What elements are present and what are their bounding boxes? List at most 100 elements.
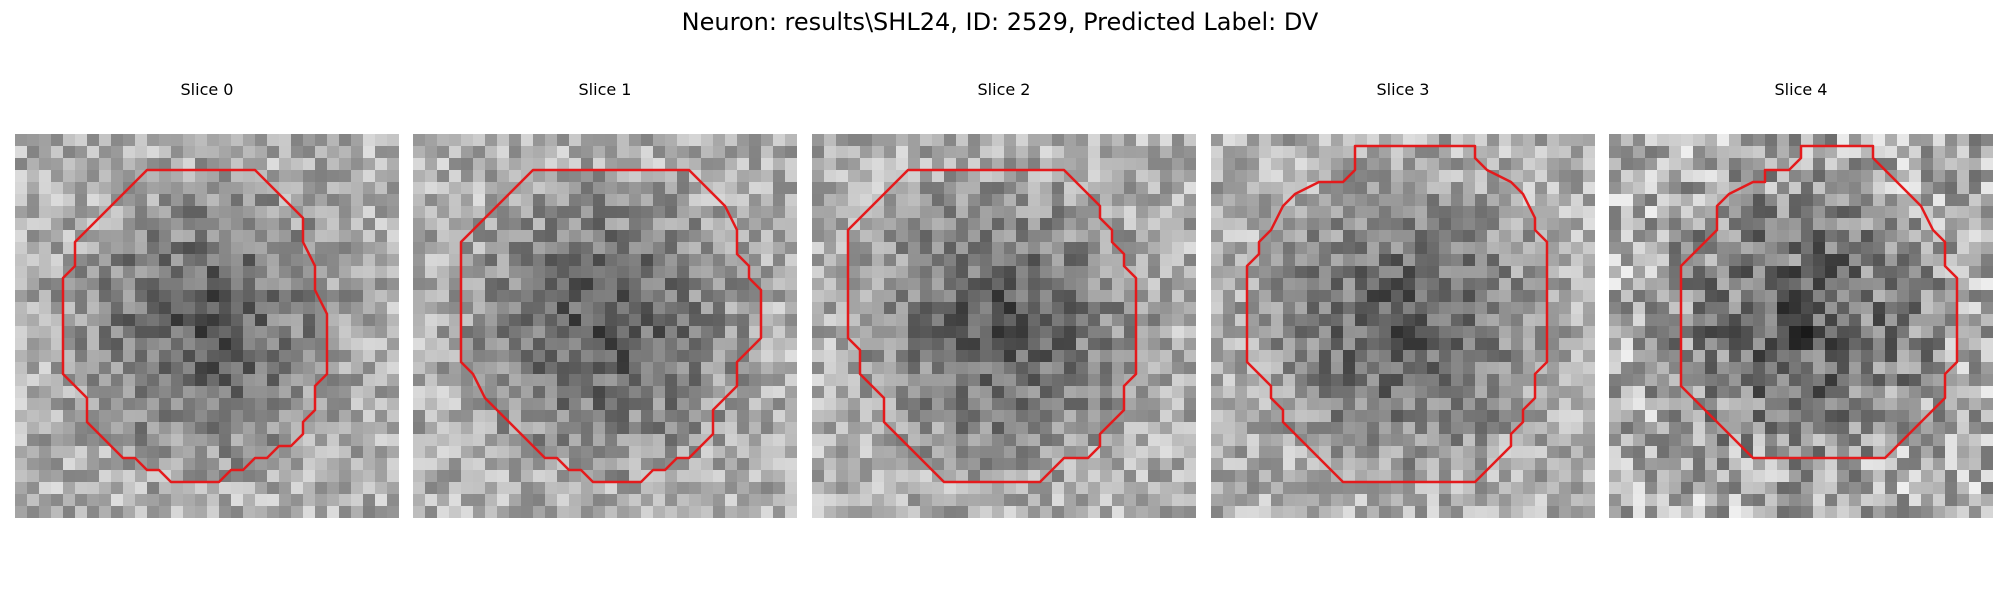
pixel xyxy=(255,266,267,278)
pixel xyxy=(1136,278,1148,290)
pixel xyxy=(159,182,171,194)
pixel xyxy=(1933,182,1945,194)
pixel xyxy=(1028,374,1040,386)
pixel xyxy=(1052,326,1064,338)
pixel xyxy=(1681,398,1693,410)
pixel xyxy=(968,494,980,506)
pixel xyxy=(1657,458,1669,470)
pixel xyxy=(1885,278,1897,290)
pixel xyxy=(932,422,944,434)
pixel xyxy=(773,422,785,434)
pixel xyxy=(437,494,449,506)
pixel xyxy=(677,182,689,194)
pixel xyxy=(231,494,243,506)
pixel xyxy=(1801,182,1813,194)
pixel xyxy=(509,254,521,266)
pixel xyxy=(1319,206,1331,218)
pixel xyxy=(1933,446,1945,458)
pixel xyxy=(1379,434,1391,446)
pixel xyxy=(1559,482,1571,494)
pixel xyxy=(785,158,797,170)
pixel xyxy=(737,182,749,194)
pixel xyxy=(1535,278,1547,290)
pixel xyxy=(27,254,39,266)
pixel xyxy=(135,446,147,458)
pixel xyxy=(1391,206,1403,218)
pixel xyxy=(279,470,291,482)
pixel xyxy=(339,458,351,470)
pixel xyxy=(1945,230,1957,242)
pixel xyxy=(1379,410,1391,422)
pixel xyxy=(653,242,665,254)
pixel xyxy=(1825,410,1837,422)
pixel xyxy=(87,158,99,170)
pixel xyxy=(677,170,689,182)
pixel xyxy=(171,194,183,206)
pixel xyxy=(159,314,171,326)
pixel xyxy=(51,194,63,206)
pixel xyxy=(713,158,725,170)
pixel xyxy=(1981,218,1993,230)
pixel xyxy=(860,470,872,482)
pixel xyxy=(545,422,557,434)
pixel xyxy=(183,422,195,434)
pixel xyxy=(1004,410,1016,422)
pixel xyxy=(521,362,533,374)
pixel xyxy=(279,338,291,350)
pixel xyxy=(485,194,497,206)
pixel xyxy=(677,362,689,374)
pixel xyxy=(27,206,39,218)
pixel xyxy=(1681,458,1693,470)
pixel xyxy=(1028,410,1040,422)
pixel xyxy=(836,290,848,302)
pixel xyxy=(219,158,231,170)
pixel xyxy=(1172,278,1184,290)
pixel xyxy=(195,350,207,362)
pixel xyxy=(1957,374,1969,386)
pixel xyxy=(1295,170,1307,182)
pixel xyxy=(291,230,303,242)
pixel xyxy=(75,410,87,422)
pixel xyxy=(1753,218,1765,230)
pixel xyxy=(195,242,207,254)
pixel xyxy=(581,314,593,326)
pixel xyxy=(968,182,980,194)
pixel xyxy=(593,146,605,158)
pixel xyxy=(605,182,617,194)
pixel xyxy=(653,506,665,518)
pixel xyxy=(351,230,363,242)
pixel xyxy=(812,218,824,230)
pixel xyxy=(1885,386,1897,398)
pixel xyxy=(605,314,617,326)
pixel xyxy=(1283,458,1295,470)
pixel xyxy=(461,254,473,266)
pixel xyxy=(872,302,884,314)
pixel xyxy=(1475,410,1487,422)
pixel xyxy=(1609,194,1621,206)
pixel xyxy=(1451,434,1463,446)
pixel xyxy=(183,410,195,422)
pixel xyxy=(279,422,291,434)
pixel xyxy=(593,506,605,518)
pixel xyxy=(1535,290,1547,302)
pixel xyxy=(195,134,207,146)
pixel xyxy=(1319,314,1331,326)
pixel xyxy=(63,362,75,374)
pixel xyxy=(1295,230,1307,242)
pixel xyxy=(1295,374,1307,386)
pixel xyxy=(1621,350,1633,362)
pixel xyxy=(1609,206,1621,218)
pixel xyxy=(1088,374,1100,386)
pixel xyxy=(425,278,437,290)
pixel xyxy=(1777,206,1789,218)
pixel xyxy=(231,242,243,254)
pixel xyxy=(1124,158,1136,170)
pixel xyxy=(1741,134,1753,146)
pixel xyxy=(1235,434,1247,446)
pixel xyxy=(593,230,605,242)
pixel xyxy=(387,134,399,146)
pixel xyxy=(956,254,968,266)
pixel xyxy=(593,302,605,314)
pixel xyxy=(521,182,533,194)
pixel xyxy=(860,446,872,458)
